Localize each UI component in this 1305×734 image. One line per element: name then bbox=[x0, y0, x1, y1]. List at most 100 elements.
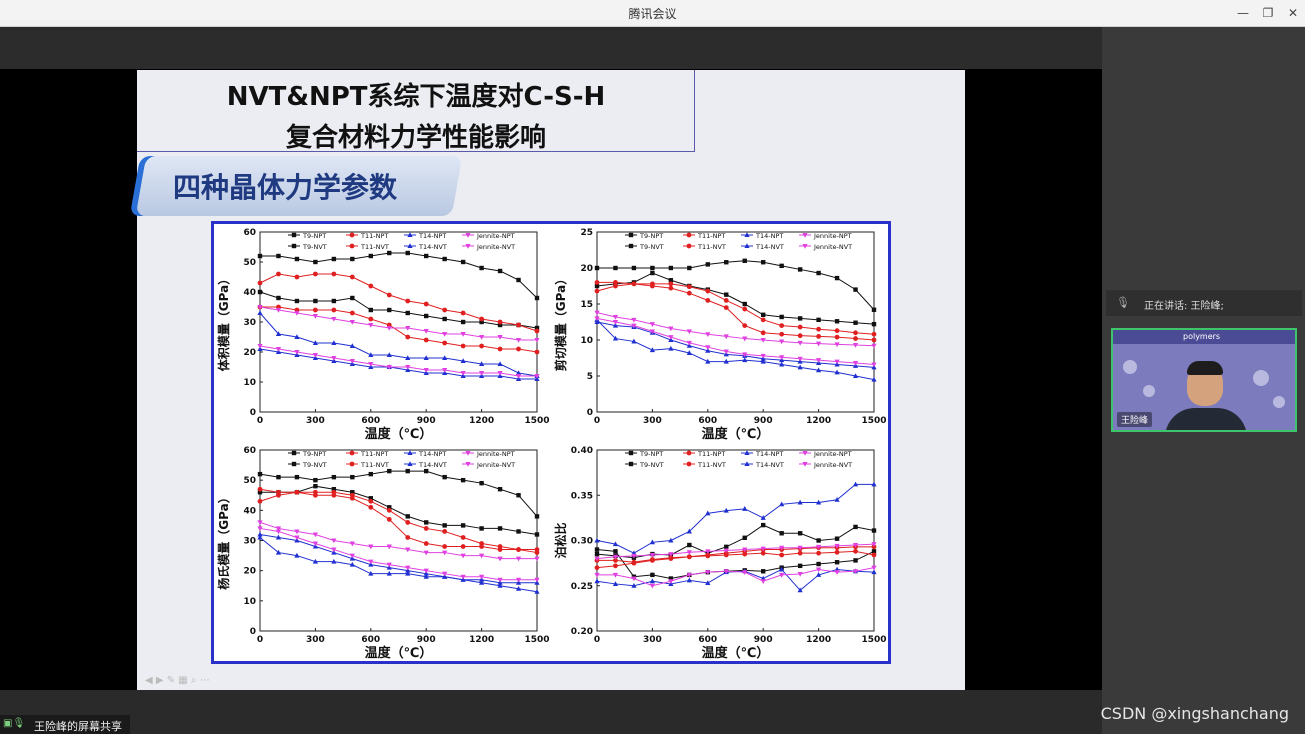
legend-marker bbox=[802, 462, 808, 467]
data-point bbox=[368, 283, 374, 289]
data-point bbox=[442, 571, 448, 577]
close-icon[interactable]: ✕ bbox=[1287, 6, 1299, 20]
data-point bbox=[442, 474, 447, 480]
legend-label: T9-NPT bbox=[639, 450, 663, 458]
y-tick-label: 40 bbox=[243, 506, 256, 516]
data-point bbox=[460, 544, 466, 549]
slide-title-box: NVT&NPT系综下温度对C-S-H 复合材料力学性能影响 bbox=[137, 70, 695, 153]
series-line bbox=[259, 345, 537, 377]
data-point bbox=[424, 468, 429, 474]
legend-label: T14-NPT bbox=[755, 232, 783, 240]
y-tick-label: 0.30 bbox=[571, 537, 593, 547]
data-point bbox=[275, 347, 282, 352]
data-point bbox=[797, 340, 803, 346]
data-point bbox=[594, 556, 600, 562]
data-point bbox=[631, 560, 637, 566]
x-tick-label: 0 bbox=[594, 416, 600, 426]
legend-marker bbox=[291, 232, 297, 238]
data-point bbox=[442, 340, 448, 346]
speaker-indicator: 🎙 正在讲话: 王险峰; bbox=[1106, 290, 1302, 316]
data-point bbox=[761, 522, 766, 528]
data-point bbox=[705, 580, 711, 586]
data-point bbox=[668, 537, 674, 543]
series-line bbox=[259, 312, 538, 377]
data-point bbox=[350, 474, 355, 480]
data-point bbox=[313, 298, 318, 304]
series-T11-NPT bbox=[594, 280, 877, 337]
y-axis-label: 泊松比 bbox=[553, 522, 568, 558]
data-point bbox=[442, 523, 447, 528]
series-T14-NPT bbox=[594, 317, 877, 382]
legend-marker bbox=[465, 244, 471, 249]
data-point bbox=[497, 268, 503, 274]
data-point bbox=[594, 319, 600, 324]
data-point bbox=[479, 526, 484, 531]
data-point bbox=[612, 335, 619, 341]
data-point bbox=[257, 305, 263, 310]
x-tick-label: 0 bbox=[257, 635, 263, 645]
series-line bbox=[596, 312, 875, 347]
x-tick-label: 1500 bbox=[524, 416, 549, 426]
data-point bbox=[516, 346, 521, 352]
series-T14-NVT bbox=[257, 531, 540, 585]
data-point bbox=[405, 334, 411, 340]
series-Jennite-NVT bbox=[594, 316, 877, 368]
legend-marker bbox=[407, 232, 413, 237]
x-tick-label: 600 bbox=[698, 416, 717, 426]
data-point bbox=[368, 323, 374, 328]
data-point bbox=[686, 284, 692, 290]
data-point bbox=[723, 569, 729, 575]
data-point bbox=[424, 253, 429, 259]
slide-nav-controls[interactable]: ◀ ▶ ✎ ▦ ⌕ ⋯ bbox=[145, 675, 210, 686]
legend-label: T14-NVT bbox=[755, 243, 784, 251]
screen-share-label[interactable]: ▣🎙 王险峰的屏幕共享 bbox=[0, 715, 130, 734]
series-T9-NPT bbox=[257, 468, 540, 519]
data-point bbox=[534, 295, 540, 301]
series-line bbox=[259, 527, 537, 581]
data-point bbox=[405, 310, 410, 316]
y-axis-label: 体积模量（GPa） bbox=[216, 273, 231, 371]
data-point bbox=[294, 298, 300, 304]
legend-label: T11-NPT bbox=[360, 450, 388, 458]
y-tick-label: 20 bbox=[243, 567, 256, 577]
series-line bbox=[597, 567, 875, 587]
y-tick-label: 0.40 bbox=[571, 446, 593, 456]
series-line bbox=[259, 291, 538, 329]
data-point bbox=[257, 289, 263, 295]
charts-frame: 0 300 600 900 1200 1500 0 10 20 30 40 50 60 温度（℃） 体积模量… bbox=[211, 221, 891, 664]
data-point bbox=[423, 550, 429, 556]
data-point bbox=[797, 545, 803, 551]
series-line bbox=[259, 348, 537, 380]
data-point bbox=[853, 287, 858, 292]
data-point bbox=[405, 570, 411, 576]
series-line bbox=[259, 537, 538, 593]
data-point bbox=[368, 496, 373, 501]
person-hair bbox=[1187, 361, 1223, 375]
data-point bbox=[816, 326, 821, 332]
legend-label: T9-NVT bbox=[302, 243, 327, 251]
data-point bbox=[649, 347, 655, 353]
data-point bbox=[257, 490, 263, 495]
data-point bbox=[534, 374, 540, 379]
data-point bbox=[631, 265, 637, 271]
minimize-icon[interactable]: — bbox=[1237, 6, 1249, 20]
legend: T9-NPT T11-NPT T14-NPT Jennite-NPT T9-NVT T11… bbox=[625, 232, 852, 251]
data-point bbox=[313, 259, 318, 265]
data-point bbox=[779, 566, 785, 572]
data-point bbox=[686, 577, 692, 583]
data-point bbox=[294, 274, 300, 280]
data-point bbox=[594, 565, 600, 571]
data-point bbox=[423, 568, 429, 574]
data-point bbox=[294, 489, 300, 495]
data-point bbox=[534, 328, 540, 334]
data-point bbox=[742, 336, 748, 342]
data-point bbox=[275, 308, 282, 313]
data-point bbox=[761, 260, 766, 265]
share-label-text: 王险峰的屏幕共享 bbox=[34, 720, 122, 733]
participant-video[interactable]: polymers 王险峰 bbox=[1111, 328, 1297, 432]
restore-icon[interactable]: ❐ bbox=[1262, 6, 1274, 20]
data-point bbox=[816, 334, 821, 339]
data-point bbox=[312, 532, 318, 538]
data-point bbox=[294, 535, 300, 541]
data-point bbox=[816, 317, 821, 323]
